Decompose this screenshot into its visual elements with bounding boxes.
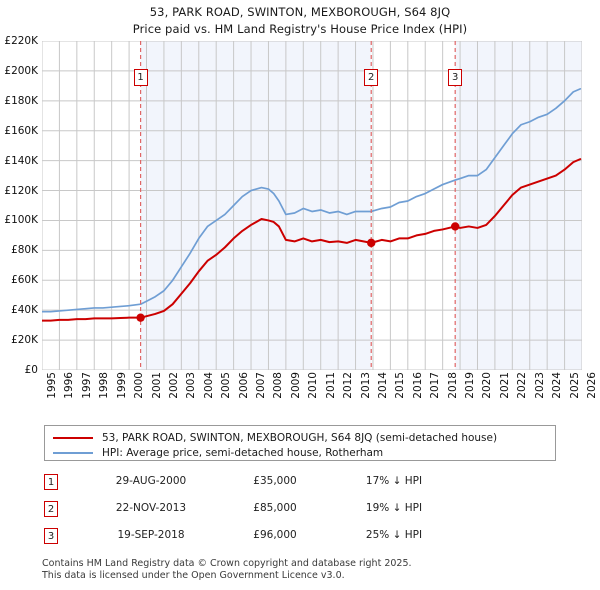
chart-legend: 53, PARK ROAD, SWINTON, MEXBOROUGH, S64 … [44, 425, 556, 461]
transaction-index-badge: 2 [44, 501, 58, 517]
transaction-index-badge: 1 [44, 474, 58, 490]
series-line-hpi [42, 87, 582, 313]
x-axis-tick-label: 2006 [237, 372, 250, 399]
footer-line-2: This data is licensed under the Open Gov… [42, 569, 345, 581]
chart-marker-badge: 1 [133, 69, 148, 86]
x-axis-tick-label: 2012 [342, 372, 355, 399]
y-axis-tick-label: £20K [11, 334, 38, 347]
x-axis-tick-label: 1999 [115, 372, 128, 399]
x-axis-tick-labels: 1995 1996 1997 1998 1999 2000 2001 2002 2003 2004… [42, 372, 598, 416]
footer-line-1: Contains HM Land Registry data © Crown c… [42, 558, 412, 569]
x-axis-tick-label: 2022 [516, 372, 529, 399]
x-axis-tick-label: 2003 [185, 372, 198, 399]
y-axis-tick-label: £160K [4, 124, 38, 137]
x-axis-tick-label: 2010 [307, 372, 320, 399]
transaction-date: 29-AUG-2000 [115, 475, 187, 487]
x-axis-tick-label: 2005 [220, 372, 233, 399]
transaction-point-marker [136, 313, 145, 322]
transaction-point-marker [367, 238, 376, 248]
x-axis-tick-label: 2001 [150, 372, 163, 399]
x-axis-tick-label: 2019 [464, 372, 477, 399]
x-axis-tick-label: 2024 [551, 372, 564, 399]
chart-marker-badge: 2 [364, 69, 379, 86]
x-axis-tick-label: 2007 [255, 372, 268, 399]
y-axis-tick-label: £140K [4, 154, 38, 167]
x-axis-tick-label: 1996 [63, 372, 76, 399]
transaction-hpi-delta: 19% ↓ HPI [365, 502, 423, 514]
x-axis-tick-label: 2025 [568, 372, 581, 399]
copyright-footer: Contains HM Land Registry data © Crown c… [42, 558, 562, 581]
y-axis-tick-label: £100K [4, 214, 38, 227]
transaction-date: 22-NOV-2013 [115, 502, 187, 514]
legend-label-price-paid: 53, PARK ROAD, SWINTON, MEXBOROUGH, S64 … [102, 431, 498, 444]
table-row: 3 19-SEP-2018 £96,000 25% ↓ HPI [44, 526, 556, 553]
chart-title-block: 53, PARK ROAD, SWINTON, MEXBOROUGH, S64 … [0, 4, 600, 38]
series-line-price-paid [42, 158, 582, 322]
y-axis-tick-label: £200K [4, 64, 38, 77]
x-axis-tick-label: 2015 [394, 372, 407, 399]
chart-shaded-band [455, 41, 582, 370]
legend-item-hpi: HPI: Average price, semi-detached house,… [51, 445, 549, 460]
x-axis-tick-label: 1997 [80, 372, 93, 399]
x-axis-tick-label: 2014 [376, 372, 389, 399]
page-subtitle: Price paid vs. HM Land Registry's House … [132, 22, 468, 36]
x-axis-tick-label: 2008 [272, 372, 285, 399]
chart-marker-badge: 3 [448, 69, 463, 86]
transaction-price: £35,000 [253, 475, 297, 487]
transaction-point-marker [450, 222, 460, 231]
x-axis-tick-label: 2023 [533, 372, 546, 399]
y-axis-tick-label: £0 [24, 364, 38, 376]
x-axis-tick-label: 1998 [98, 372, 111, 399]
y-axis-tick-label: £120K [4, 184, 38, 197]
table-row: 1 29-AUG-2000 £35,000 17% ↓ HPI [44, 472, 556, 499]
x-axis-tick-label: 2020 [481, 372, 494, 399]
x-axis-tick-label: 2013 [359, 372, 372, 399]
y-axis-tick-label: £40K [11, 304, 38, 317]
x-axis-tick-label: 2011 [324, 372, 337, 399]
x-axis-tick-label: 2021 [498, 372, 511, 399]
x-axis-tick-label: 2016 [411, 372, 424, 399]
page-title: 53, PARK ROAD, SWINTON, MEXBOROUGH, S64 … [149, 5, 451, 19]
y-axis-tick-labels: £0 £20K £40K £60K £80K £100K £120K £140K £160K £1… [0, 35, 40, 376]
x-axis-tick-label: 2004 [202, 372, 215, 399]
transaction-price: £85,000 [253, 502, 297, 514]
transaction-date: 19-SEP-2018 [117, 529, 185, 541]
x-axis-tick-label: 2002 [167, 372, 180, 399]
chart-plot-area [42, 41, 582, 370]
y-axis-tick-label: £180K [4, 94, 38, 107]
y-axis-tick-label: £80K [11, 244, 38, 257]
y-axis-tick-label: £220K [4, 35, 38, 47]
price-history-chart: 1 2 3 [42, 41, 582, 370]
y-axis-tick-label: £60K [11, 274, 38, 287]
chart-shaded-band [140, 41, 372, 370]
legend-item-price-paid: 53, PARK ROAD, SWINTON, MEXBOROUGH, S64 … [51, 430, 549, 445]
transaction-index-badge: 3 [44, 528, 58, 544]
legend-label-hpi: HPI: Average price, semi-detached house,… [102, 446, 384, 459]
x-axis-tick-label: 2000 [133, 372, 146, 399]
legend-swatch-blue-line-icon [53, 451, 93, 454]
x-axis-tick-label: 2009 [289, 372, 302, 399]
x-axis-tick-label: 1995 [46, 372, 58, 399]
table-row: 2 22-NOV-2013 £85,000 19% ↓ HPI [44, 499, 556, 526]
x-axis-tick-label: 2026 [586, 372, 598, 399]
transactions-table: 1 29-AUG-2000 £35,000 17% ↓ HPI 2 22-NOV… [44, 472, 556, 553]
legend-swatch-red-line-icon [53, 436, 93, 439]
x-axis-tick-label: 2017 [429, 372, 442, 399]
x-axis-tick-label: 2018 [446, 372, 459, 399]
transaction-price: £96,000 [253, 529, 297, 541]
transaction-hpi-delta: 25% ↓ HPI [365, 529, 423, 541]
transaction-hpi-delta: 17% ↓ HPI [365, 475, 423, 487]
